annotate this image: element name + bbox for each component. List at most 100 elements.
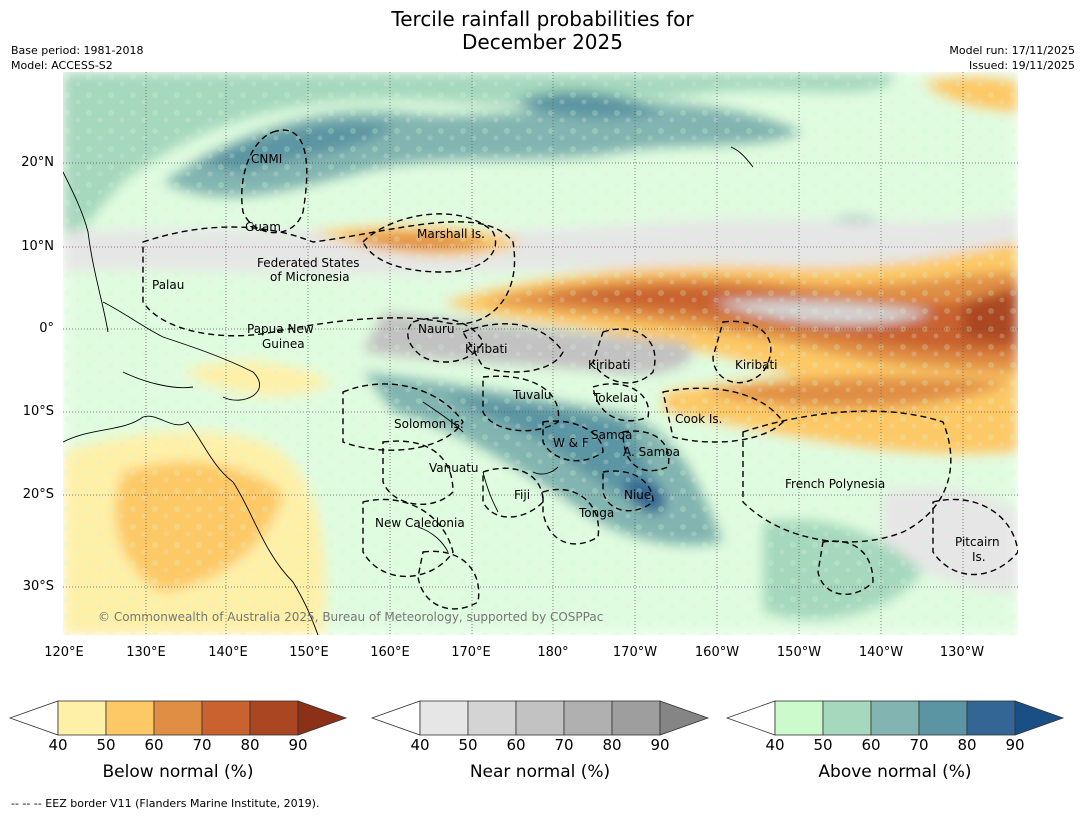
place-pitcairn-line2: Is.	[972, 550, 986, 564]
colorbar-tick-label: 90	[650, 736, 670, 754]
eez-pitcairn	[932, 498, 1018, 576]
colorbar-extend-high	[1014, 700, 1065, 736]
eez-footnote: -- -- -- EEZ border V11 (Flanders Marine…	[11, 797, 320, 810]
eez-kiribati-line	[712, 320, 772, 384]
colorbar-segment	[249, 700, 299, 736]
eez-borders	[142, 129, 1018, 610]
colorbar-extend-high	[297, 700, 348, 736]
colorbars	[8, 700, 1065, 736]
colorbar-segment	[57, 700, 107, 736]
model-run-text: Model run: 17/11/2025	[949, 44, 1075, 57]
colorbar-tick-label: 70	[909, 736, 929, 754]
map-panel: CNMI Guam Marshall Is. Federated States …	[63, 72, 1018, 635]
eez-niue	[602, 470, 654, 512]
colorbar-tick-label: 90	[288, 736, 308, 754]
eez-solomon	[342, 383, 464, 451]
lon-label-140e: 140°E	[208, 645, 248, 660]
colorbar-title-above: Above normal (%)	[818, 762, 972, 782]
lat-label-10s: 10°S	[22, 404, 54, 419]
colorbar-extend-low	[725, 700, 776, 736]
colorbar-tick-label: 40	[765, 736, 785, 754]
place-png-line1: Papua New	[247, 322, 314, 336]
colorbar-tick-label: 50	[458, 736, 478, 754]
title-line-2: December 2025	[462, 30, 623, 54]
lon-label-150w: 150°W	[776, 645, 822, 660]
place-samoa: Samoa	[591, 428, 632, 442]
lon-label-150e: 150°E	[289, 645, 329, 660]
lat-label-20s: 20°S	[22, 487, 54, 502]
map-title: Tercile rainfall probabilities for Decem…	[0, 8, 1085, 54]
eez-fsm	[142, 221, 516, 337]
colorbar-segment	[966, 700, 1016, 736]
colorbar-segment	[563, 700, 613, 736]
lon-label-160w: 160°W	[694, 645, 740, 660]
colorbar-segment	[515, 700, 565, 736]
lat-label-30s: 30°S	[22, 579, 54, 594]
eez-tuvalu	[482, 375, 560, 432]
meta-left: Base period: 1981-2018 Model: ACCESS-S2	[11, 43, 143, 73]
place-new-caledonia: New Caledonia	[375, 516, 465, 530]
place-vanuatu: Vanuatu	[429, 461, 479, 475]
place-palau: Palau	[152, 278, 184, 292]
lon-label-170e: 170°E	[451, 645, 491, 660]
place-pitcairn-line1: Pitcairn	[955, 535, 1000, 549]
model-text: Model: ACCESS-S2	[11, 59, 113, 72]
eez-tokelau	[592, 383, 650, 422]
lon-label-130w: 130°W	[939, 645, 985, 660]
colorbar-title-below: Below normal (%)	[102, 762, 254, 782]
place-kiribati-east: Kiribati	[735, 358, 777, 372]
eez-marshall	[362, 213, 497, 273]
place-tonga: Tonga	[578, 506, 614, 520]
eez-tonga	[542, 488, 600, 545]
place-solomon-is: Solomon Is.	[394, 417, 464, 431]
place-french-polynesia: French Polynesia	[785, 477, 885, 491]
place-kiribati-central: Kiribati	[588, 358, 630, 372]
title-line-1: Tercile rainfall probabilities for	[391, 7, 694, 31]
place-niue: Niue	[624, 488, 651, 502]
graticule	[63, 72, 1018, 635]
colorbar-tick-label: 90	[1005, 736, 1025, 754]
copyright-text: © Commonwealth of Australia 2025, Bureau…	[98, 610, 603, 624]
colorbar-below-normal	[8, 700, 348, 736]
colorbar-above-normal	[725, 700, 1065, 736]
eez-austral	[817, 540, 874, 596]
colorbar-tick-label: 70	[192, 736, 212, 754]
rainfall-map: CNMI Guam Marshall Is. Federated States …	[63, 72, 1018, 635]
colorbar-near-normal	[370, 700, 710, 736]
lon-label-180: 180°	[537, 645, 569, 660]
eez-french-polynesia	[742, 410, 952, 543]
colorbar-tick-label: 60	[861, 736, 881, 754]
place-guam: Guam	[245, 220, 281, 234]
meta-right: Model run: 17/11/2025 Issued: 19/11/2025	[949, 43, 1075, 73]
eez-new-caledonia	[362, 498, 454, 578]
colorbar-segment	[467, 700, 517, 736]
place-nauru: Nauru	[418, 322, 454, 336]
colorbar-extend-high	[659, 700, 710, 736]
place-marshall-is: Marshall Is.	[417, 227, 485, 241]
colorbar-tick-label: 50	[813, 736, 833, 754]
colorbar-tick-label: 40	[48, 736, 68, 754]
colorbar-segment	[153, 700, 203, 736]
colorbar-tick-label: 50	[96, 736, 116, 754]
place-fsm-line2: of Micronesia	[270, 270, 350, 284]
lat-label-20n: 20°N	[21, 155, 54, 170]
colorbar-title-near: Near normal (%)	[469, 762, 611, 782]
lat-label-0: 0°	[39, 321, 54, 336]
colorbar-segment	[105, 700, 155, 736]
place-cook-is: Cook Is.	[675, 412, 722, 426]
place-kiribati-west: Kiribati	[465, 342, 507, 356]
colorbar-segment	[419, 700, 469, 736]
place-fsm-line1: Federated States	[257, 256, 359, 270]
eez-kiribati-phoenix	[592, 328, 656, 384]
eez-cnmi	[241, 129, 308, 234]
eez-vanuatu	[382, 440, 454, 506]
lon-label-140w: 140°W	[858, 645, 904, 660]
eez-fiji	[482, 467, 544, 518]
colorbar-extend-low	[370, 700, 421, 736]
colorbar-tick-label: 80	[240, 736, 260, 754]
colorbar-segment	[774, 700, 824, 736]
eez-nauru	[407, 317, 484, 363]
place-wallis-futuna: W & F	[553, 436, 589, 450]
colorbar-segment	[201, 700, 251, 736]
colorbar-segment	[918, 700, 968, 736]
